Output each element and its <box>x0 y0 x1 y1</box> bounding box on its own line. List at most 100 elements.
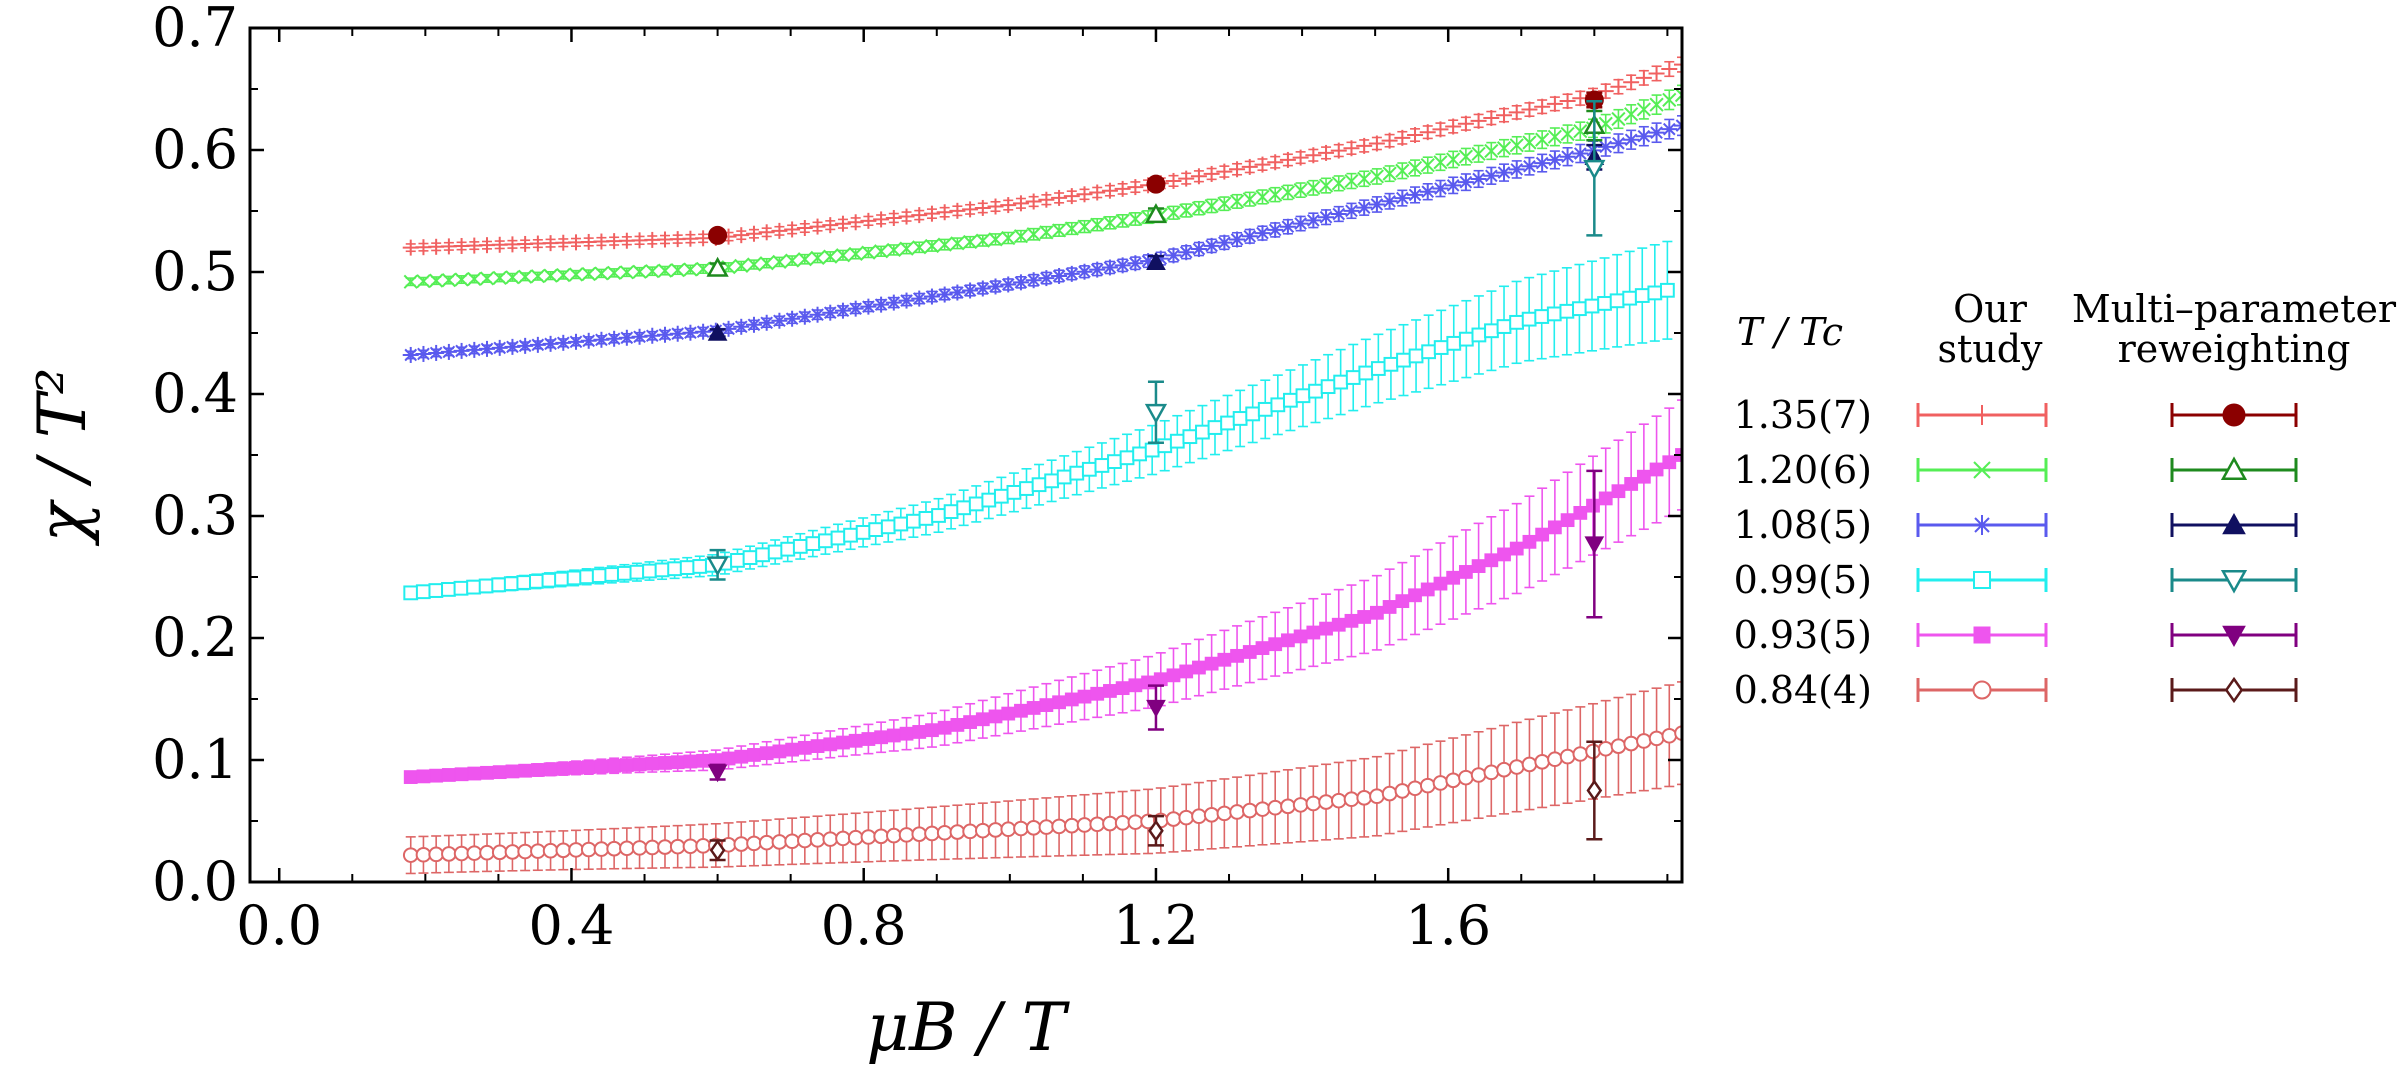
series-4-point <box>1064 676 1079 723</box>
series-2-point <box>1407 186 1424 204</box>
legend-study-marker <box>1973 626 1991 644</box>
series-5-marker <box>1636 733 1652 749</box>
series-1-marker <box>988 232 1003 247</box>
series-1-marker <box>594 266 609 281</box>
series-5-marker-shape <box>1013 820 1029 837</box>
series-5-marker <box>1191 808 1207 825</box>
reweighting-0-marker-1 <box>1146 174 1166 194</box>
legend-reweighting-marker-shape <box>2222 625 2246 648</box>
series-2-point <box>1267 221 1284 238</box>
series-5-marker-shape <box>1165 811 1182 827</box>
series-1-marker-b <box>1039 225 1054 240</box>
series-4-marker <box>861 732 876 746</box>
series-2-marker <box>745 316 762 333</box>
reweighting-3-marker-1-shape <box>1144 403 1168 424</box>
series-3-marker-shape <box>1220 415 1235 431</box>
series-2-point <box>733 318 750 335</box>
series-4-marker <box>1179 664 1194 679</box>
series-4-point <box>721 747 736 770</box>
series-0-marker <box>758 224 775 241</box>
series-5-marker-shape <box>1216 805 1233 822</box>
series-2-point <box>974 280 991 297</box>
series-4-marker <box>1636 469 1651 484</box>
series-4-point <box>1026 686 1041 730</box>
series-1-marker <box>1357 171 1372 186</box>
series-5-marker-shape <box>1496 761 1512 778</box>
series-4-point <box>1090 669 1105 719</box>
series-0-point <box>847 214 864 231</box>
series-2-point <box>1470 169 1487 189</box>
series-1-point <box>1001 230 1016 246</box>
series-2-marker <box>1661 121 1678 138</box>
series-3-marker-shape <box>1069 465 1085 481</box>
series-5-marker <box>1051 818 1067 835</box>
series-2-marker-b <box>1103 261 1117 274</box>
series-4-marker-shape <box>543 762 558 777</box>
series-2-point <box>987 278 1004 295</box>
series-5-point <box>847 812 864 863</box>
series-3-marker <box>1647 285 1663 301</box>
series-5-marker-shape <box>1127 814 1144 830</box>
series-5-marker <box>1318 794 1334 810</box>
series-1-marker-b <box>1674 93 1682 103</box>
series-1-marker <box>1407 160 1423 176</box>
series-3-marker-shape <box>780 541 796 557</box>
series-0-marker <box>1470 112 1487 129</box>
series-2-marker-b <box>1218 236 1231 249</box>
series-2-marker <box>1470 170 1487 187</box>
series-4-marker-shape <box>988 709 1003 724</box>
series-1-marker <box>1611 111 1626 127</box>
series-5-marker-shape <box>669 838 686 855</box>
series-0-point <box>784 221 801 238</box>
series-0-point <box>834 215 851 232</box>
series-2-point <box>1216 234 1233 251</box>
series-1-point <box>1242 191 1257 207</box>
series-0-marker <box>1381 132 1398 149</box>
series-5-point <box>746 820 762 867</box>
series-0-point <box>1267 154 1284 171</box>
series-2-marker <box>517 337 534 354</box>
series-4-marker <box>1141 675 1155 690</box>
series-1-marker <box>1535 132 1550 147</box>
series-5-marker <box>517 843 533 860</box>
series-5-marker <box>1178 809 1195 826</box>
series-0-point <box>949 202 966 219</box>
series-3-marker <box>1534 309 1550 324</box>
series-1-marker <box>1662 92 1677 107</box>
series-1-marker-b <box>975 233 990 248</box>
series-2-point <box>822 304 839 321</box>
series-4-point <box>1573 463 1588 563</box>
series-4-marker-shape <box>797 740 812 755</box>
series-1-marker-b <box>518 269 533 284</box>
series-1-marker <box>1636 102 1651 117</box>
series-5-point <box>1127 789 1144 855</box>
series-2-marker-b <box>722 322 735 336</box>
series-4-point <box>1471 522 1486 610</box>
series-4-marker <box>963 715 977 729</box>
series-1-marker <box>1255 189 1270 205</box>
series-3-point <box>1622 250 1638 346</box>
series-1-marker <box>1039 225 1054 240</box>
series-0-point <box>1674 56 1682 73</box>
series-2-marker-b <box>1497 166 1511 179</box>
series-2-marker <box>1025 272 1042 289</box>
series-2-marker-b <box>1434 182 1447 195</box>
series-4-point <box>429 768 444 783</box>
series-4-point <box>1497 509 1511 600</box>
series-4-point <box>1636 423 1651 531</box>
series-3-marker-shape <box>1358 365 1374 381</box>
series-2-point <box>1000 276 1017 293</box>
series-1-point <box>848 246 863 262</box>
series-3-point <box>1647 244 1663 342</box>
series-3-point <box>893 507 909 541</box>
series-1-point <box>1077 219 1092 234</box>
series-5-point <box>453 834 470 873</box>
series-2-marker <box>784 310 801 327</box>
series-3-marker <box>1496 319 1512 334</box>
series-4-point <box>1001 692 1016 735</box>
y-tick-label: 0.2 <box>152 606 238 669</box>
series-5-marker-shape <box>1597 740 1614 757</box>
series-1-marker <box>568 267 584 282</box>
series-3-marker-shape <box>1094 458 1110 473</box>
series-5-point <box>1165 785 1182 853</box>
